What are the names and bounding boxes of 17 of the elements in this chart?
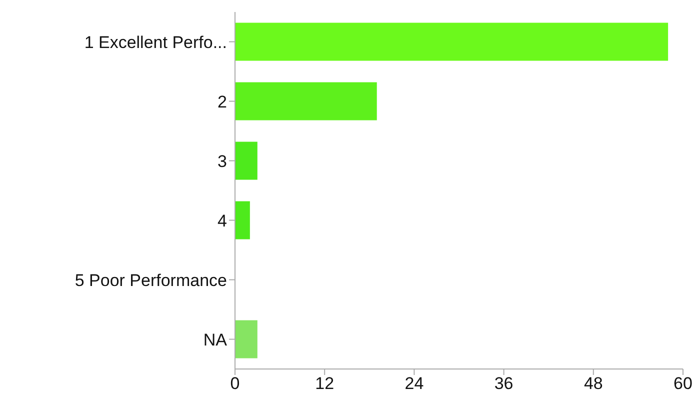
- y-tick-label: 4: [218, 211, 227, 230]
- y-tick-label: 1 Excellent Perfo...: [84, 32, 227, 52]
- x-tick-label: 60: [674, 374, 692, 394]
- x-tick-label: 0: [230, 374, 240, 394]
- y-tick-label: NA: [203, 330, 228, 350]
- y-tick-label: 5 Poor Performance: [74, 270, 227, 290]
- x-tick-label: 12: [315, 374, 334, 394]
- x-tick-label: 36: [494, 374, 514, 394]
- x-tick-label: 24: [404, 374, 424, 394]
- bar: [235, 82, 377, 120]
- bar: [235, 201, 250, 240]
- bar: [235, 320, 258, 358]
- y-tick-label: 2: [218, 92, 227, 112]
- bar: [235, 142, 258, 180]
- y-tick-label: 3: [218, 152, 227, 171]
- bar: [235, 22, 668, 61]
- x-tick-label: 48: [584, 374, 603, 394]
